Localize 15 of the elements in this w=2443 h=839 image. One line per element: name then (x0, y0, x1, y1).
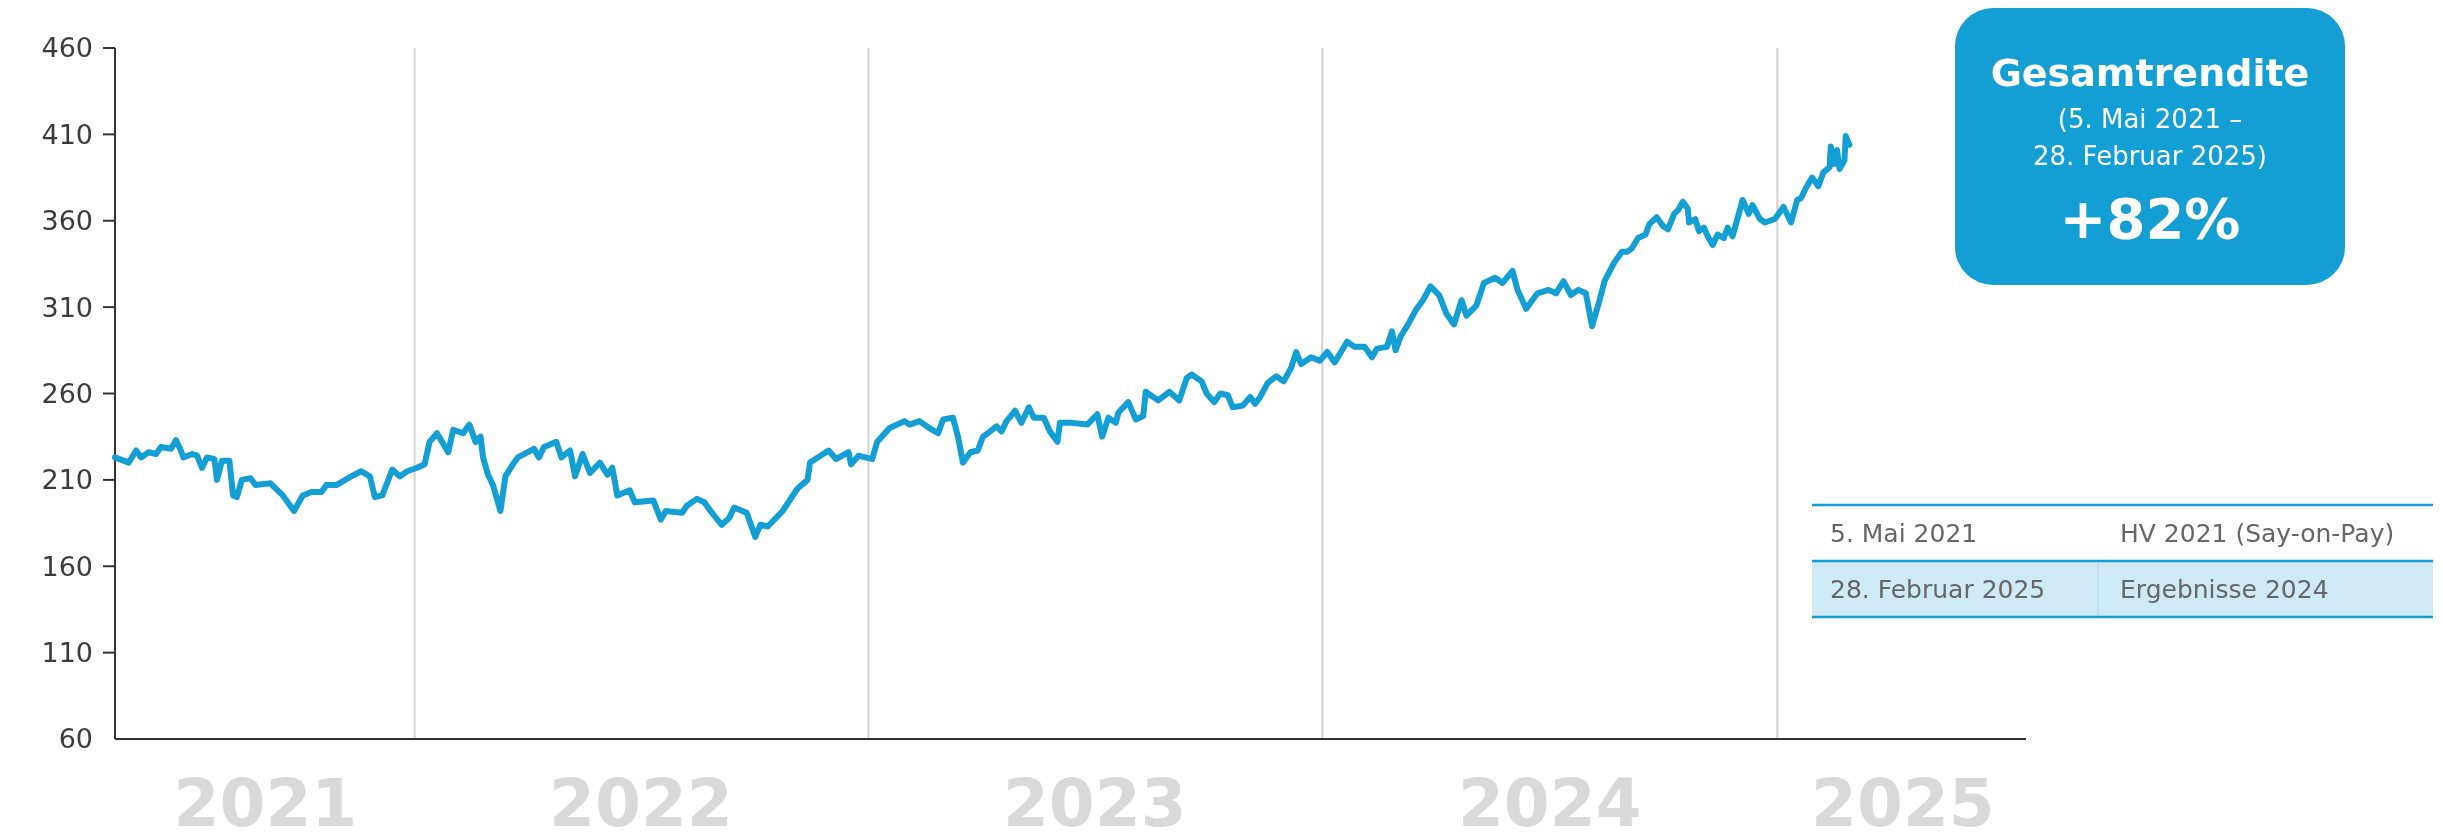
text: Ergebnisse 2024 (2120, 574, 2329, 604)
y-tick-label: 460 (41, 32, 93, 64)
y-tick-label: 110 (41, 637, 93, 669)
y-tick-label: 260 (41, 377, 93, 409)
y-tick-label: 210 (41, 464, 93, 496)
y-tick-label: 160 (41, 550, 93, 582)
annotation: 5. Mai 2021 (1830, 518, 1978, 548)
annotation: Gesamtrendite (1990, 51, 2310, 95)
y-tick-label: 410 (41, 118, 93, 150)
y-tick-label: 310 (41, 291, 93, 323)
y-tick-label: 360 (41, 205, 93, 237)
annotation: 28. Februar 2025 (1830, 574, 2046, 604)
y-tick-label: 60 (58, 723, 93, 755)
info-box: Gesamtrendite (5. Mai 2021 – 28. Februar 2025) +82% (1955, 8, 2345, 285)
text: HV 2021 (Say-on-Pay) (2120, 518, 2395, 548)
